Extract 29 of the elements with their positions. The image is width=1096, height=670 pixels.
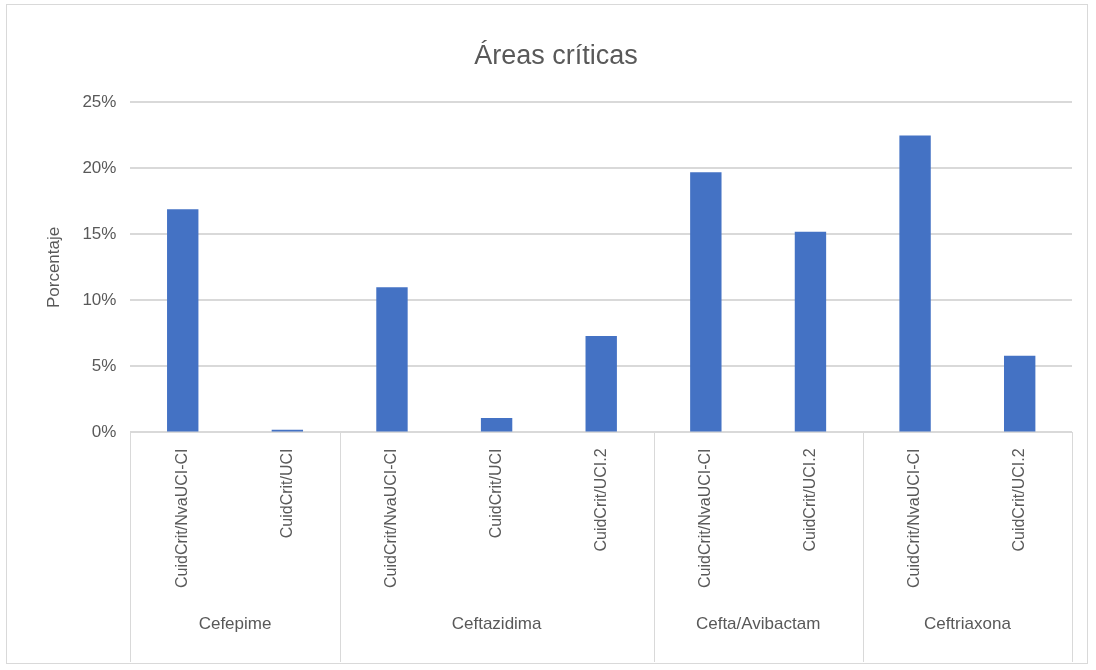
x-tick-label: CuidCrit/NvaUCI-CI [905, 448, 923, 589]
x-tick-label: CuidCrit/UCI.2 [800, 448, 818, 552]
x-tick-label: CuidCrit/NvaUCI-CI [696, 448, 714, 589]
x-tick-label: CuidCrit/NvaUCI-CI [173, 448, 191, 589]
bar [794, 231, 827, 432]
text: Ceftazidima [451, 613, 543, 633]
bar [899, 135, 931, 432]
x-tick-label: CuidCrit/UCI.2 [591, 448, 609, 552]
y-tick-label: 0% [91, 422, 117, 442]
bar [376, 287, 408, 432]
text: Cefepime [198, 613, 272, 633]
chart-title: Áreas críticas [474, 39, 638, 70]
text: Ceftriaxona [923, 613, 1012, 633]
y-tick-label: 10% [82, 290, 117, 310]
y-tick-label: 25% [82, 92, 117, 112]
y-axis-title: Porcentaje [43, 226, 63, 309]
bar [167, 209, 199, 432]
x-tick-label: CuidCrit/UCI.2 [1010, 448, 1028, 552]
bar [690, 172, 722, 432]
y-tick-label: 15% [82, 224, 117, 244]
y-tick-label: 5% [91, 356, 117, 376]
x-tick-label: CuidCrit/NvaUCI-CI [382, 448, 400, 589]
x-tick-label: CuidCrit/UCI [487, 448, 504, 539]
bar [585, 336, 617, 432]
bar [1004, 355, 1036, 432]
text: Cefta/Avibactam [695, 613, 821, 633]
x-tick-label: CuidCrit/UCI [277, 448, 295, 539]
y-tick-label: 20% [82, 158, 117, 178]
bar [480, 417, 513, 432]
